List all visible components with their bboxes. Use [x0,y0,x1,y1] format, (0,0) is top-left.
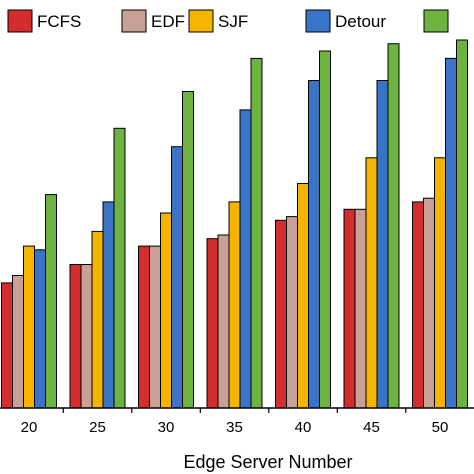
legend: FCFS EDF SJF Detour [7,9,449,33]
bar-series-5-50 [456,39,468,409]
bar-detour-45 [376,80,389,409]
bar-detour-50 [445,57,457,409]
legend-label-detour: Detour [335,12,386,31]
bar-series-5-40 [319,50,331,409]
bar-sjf-30 [160,212,172,409]
bar-fcfs-40 [275,219,287,409]
bar-sjf-20 [23,245,35,409]
x-tick-label: 50 [432,419,449,436]
x-axis-label: Edge Server Number [183,452,352,472]
bar-fcfs-50 [412,201,424,409]
x-tick-label: 20 [21,419,38,436]
bar-fcfs-30 [138,245,150,409]
bar-series-5-25 [113,127,126,409]
bar-edf-25 [80,264,93,409]
bar-fcfs-45 [343,208,356,409]
bar-edf-45 [354,208,367,409]
bar-series-5-20 [45,194,57,409]
bar-edf-30 [149,245,161,409]
bar-sjf-45 [365,157,378,409]
bar-edf-35 [217,234,230,409]
legend-label-fcfs: FCFS [37,12,81,31]
bar-edf-50 [423,197,435,409]
bar-fcfs-20 [1,282,13,409]
bar-sjf-35 [228,201,241,409]
bar-sjf-25 [91,230,104,409]
legend-swatch-series-5 [423,9,449,33]
bar-detour-25 [102,201,115,409]
bar-series-5-45 [387,43,400,409]
legend-swatch-sjf [188,9,214,33]
bar-detour-20 [34,249,46,409]
x-axis: 20 25 30 35 40 45 50 [0,407,474,436]
bar-detour-30 [171,146,183,409]
x-tick-label: 40 [295,419,312,436]
bar-edf-40 [286,216,298,409]
legend-label-edf: EDF [151,12,185,31]
bars-layer [1,39,468,409]
legend-swatch-fcfs [7,9,33,33]
bar-detour-35 [239,109,252,409]
legend-swatch-detour [305,9,331,33]
bar-fcfs-25 [69,264,82,409]
bar-edf-20 [12,275,24,409]
legend-swatch-edf [121,9,147,33]
bar-fcfs-35 [206,238,219,409]
x-tick-label: 25 [89,419,106,436]
bar-series-5-30 [182,91,194,409]
bar-series-5-35 [250,57,263,409]
x-tick-label: 30 [158,419,175,436]
bar-detour-40 [308,80,320,409]
bar-sjf-50 [434,157,446,409]
x-tick-label: 35 [226,419,243,436]
x-tick-label: 45 [363,419,380,436]
legend-label-sjf: SJF [218,12,248,31]
bar-sjf-40 [297,183,309,409]
